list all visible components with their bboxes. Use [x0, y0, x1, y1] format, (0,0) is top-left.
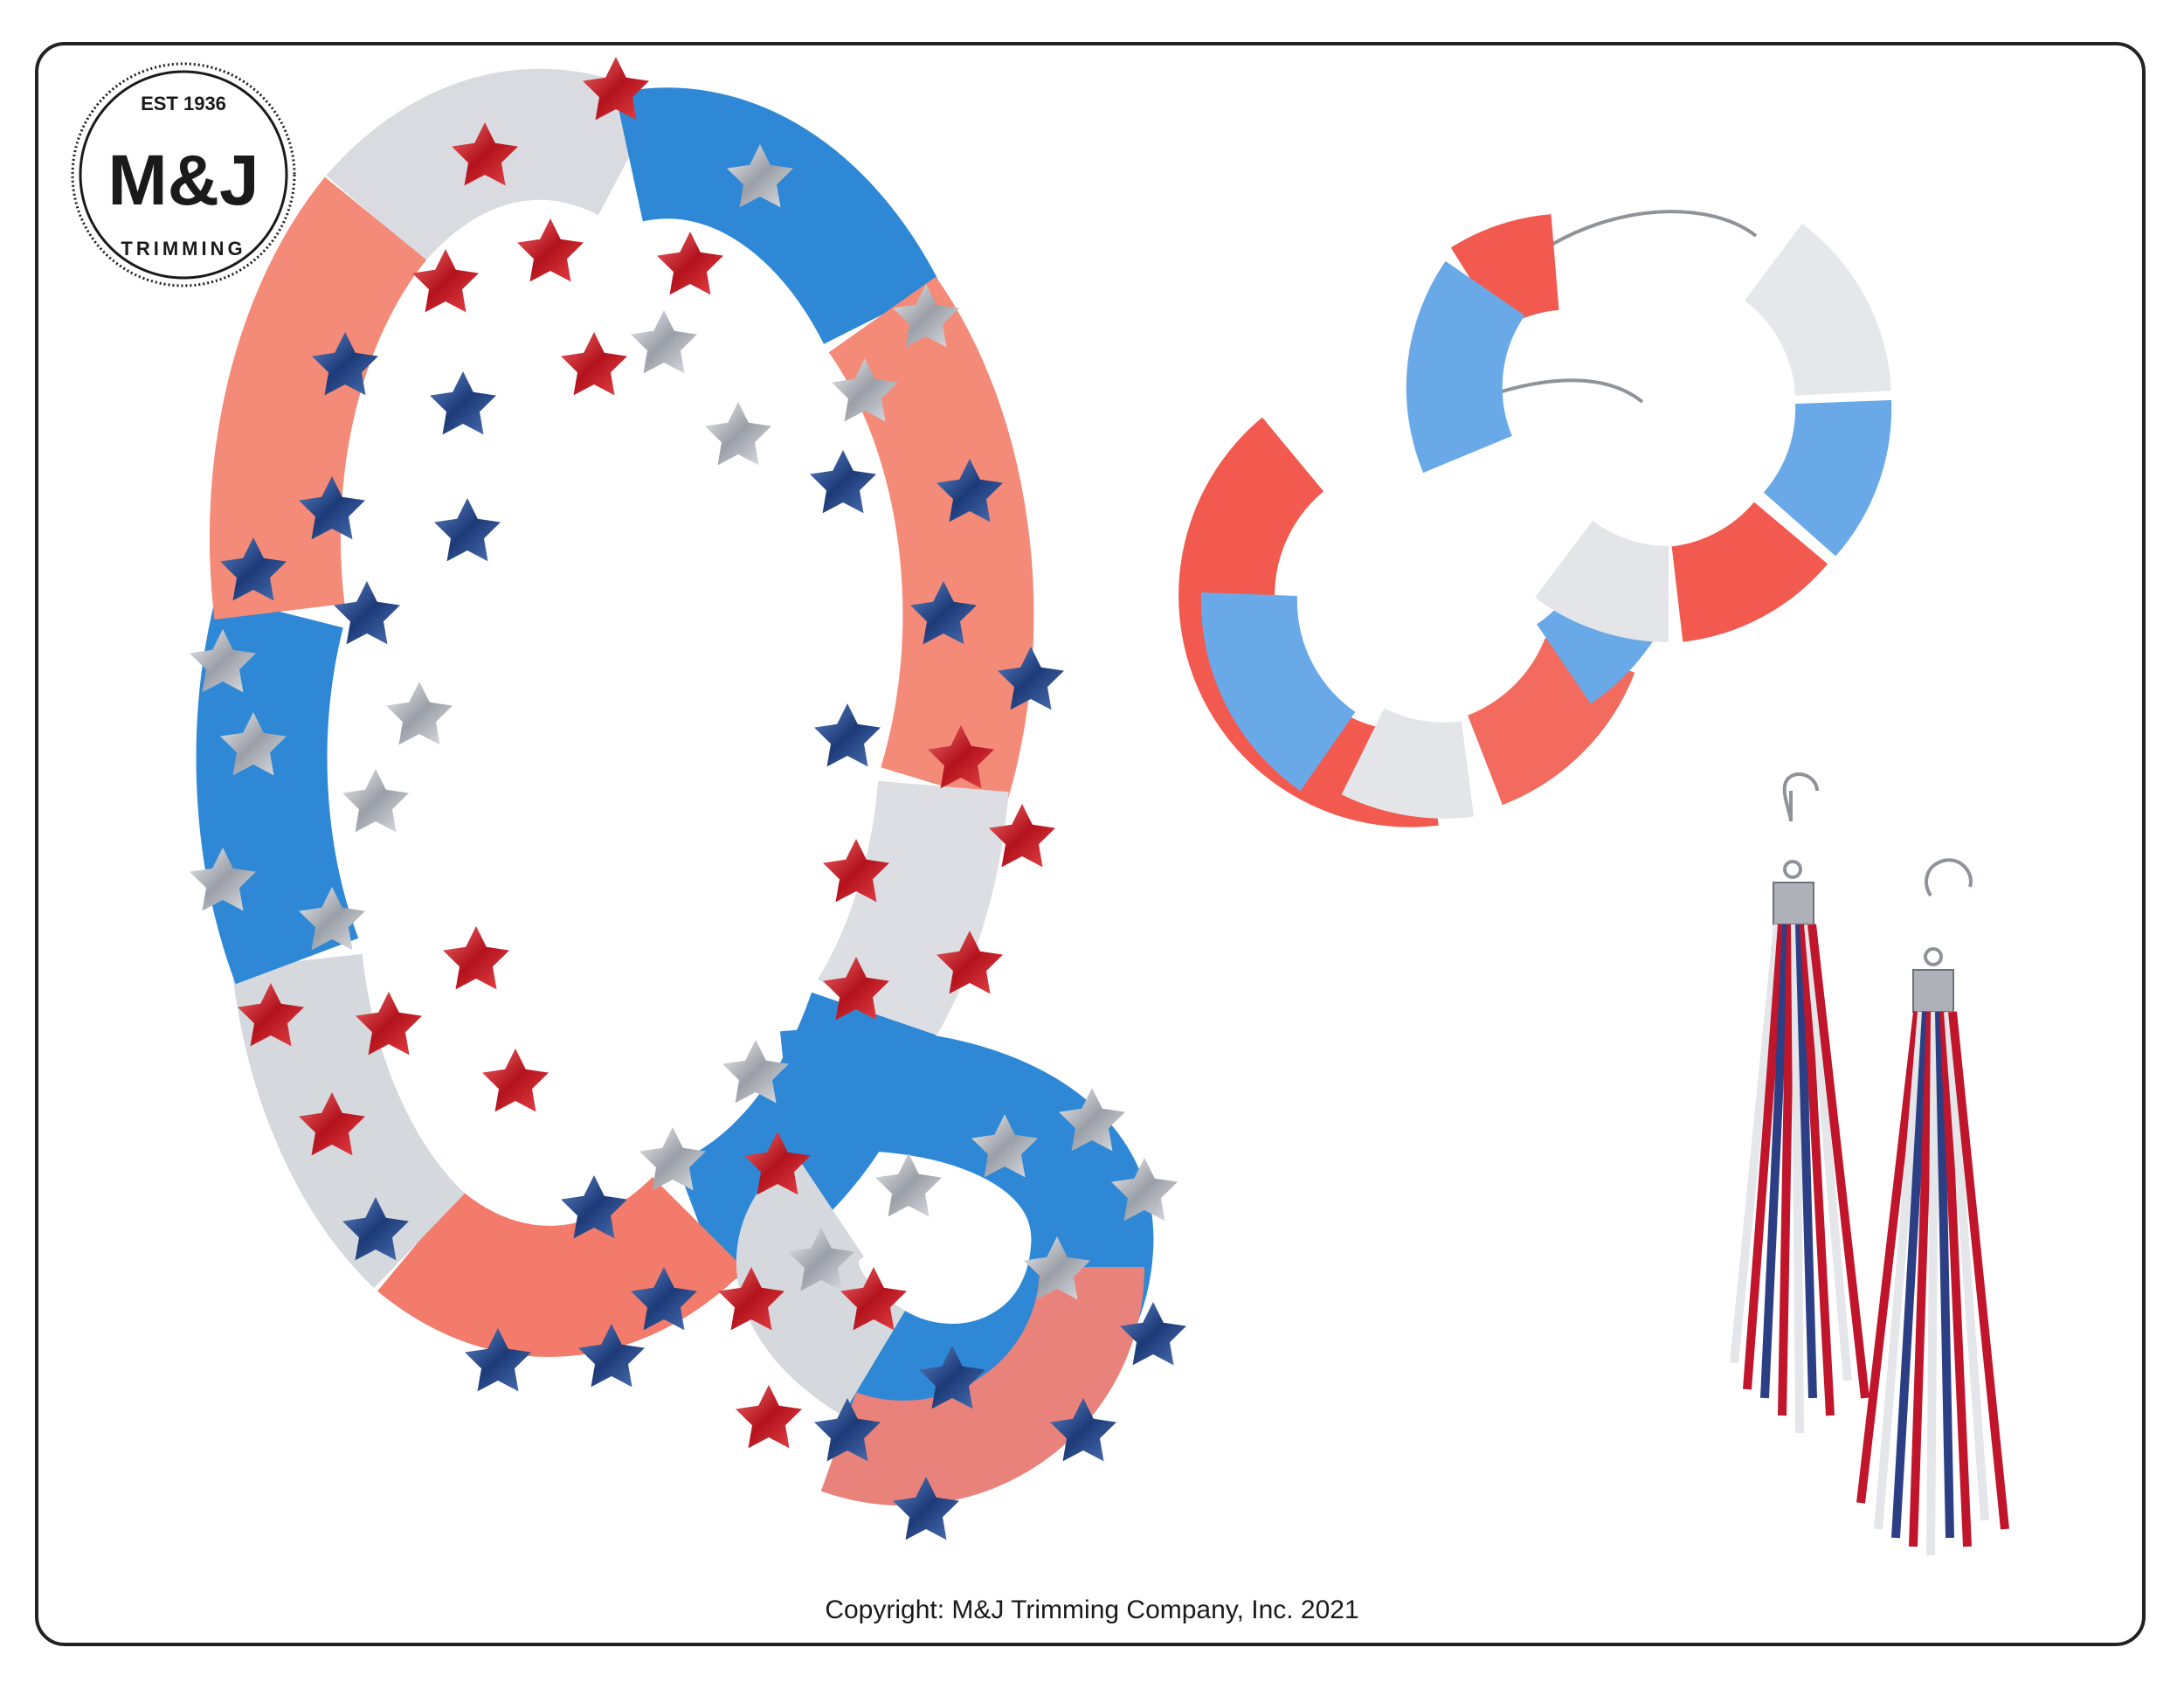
brand-logo: EST 1936 M&J TRIMMING: [71, 62, 296, 287]
q-tail-coral: [820, 1264, 1144, 1506]
hoop-wire-right: [1536, 210, 1758, 255]
hoop-left-blue: [1200, 592, 1357, 792]
star-silver: [386, 682, 453, 745]
hoop-right-red-2: [1670, 501, 1828, 642]
tinsel-hoop-earrings: [1178, 210, 1892, 827]
star-red: [561, 332, 627, 396]
star-red: [517, 218, 584, 282]
star-red: [443, 926, 509, 990]
tassel-left-ring: [1783, 860, 1802, 879]
q-segment-silver-left: [232, 953, 466, 1289]
tassel-left-cap: [1773, 882, 1814, 925]
star-navy: [430, 371, 496, 435]
q-tail-silver: [736, 1154, 907, 1416]
page-frame: [35, 42, 2146, 1646]
hoop-right-blue: [1762, 399, 1892, 557]
ribbon-tassel-earrings: [1730, 772, 2009, 1556]
hoop-left-silver: [1341, 708, 1475, 819]
logo-brand: M&J: [107, 141, 259, 220]
star-navy: [810, 450, 876, 514]
q-segment-silver-right: [817, 780, 1009, 1049]
logo-est: EST 1936: [141, 93, 226, 114]
hoop-right-silver: [1743, 223, 1891, 398]
star-navy: [334, 581, 400, 645]
q-segment-coral-right: [828, 276, 1034, 806]
star-silver: [631, 310, 697, 374]
tassel-right-ribbons: [1856, 1011, 2009, 1556]
logo-inner-ring: [79, 70, 288, 280]
star-silver: [875, 1153, 942, 1217]
tassel-right-cap: [1912, 969, 1954, 1013]
star-red: [657, 232, 723, 295]
copyright-text: Copyright: M&J Trimming Company, Inc. 20…: [825, 1596, 1359, 1624]
star-red: [482, 1049, 549, 1112]
q-segment-coral-left: [209, 177, 427, 620]
hoop-right-silver-2: [1535, 520, 1670, 642]
hoop-right-red: [1450, 214, 1560, 330]
tassel-right-ring: [1924, 947, 1943, 966]
q-segment-blue-left: [196, 595, 359, 985]
tassel-right-hook: [1925, 858, 1973, 897]
q-segment-coral-bottom: [377, 1176, 746, 1357]
logo-sub: TRIMMING: [121, 238, 245, 260]
q-segment-silver-top: [326, 68, 660, 262]
hoop-right-blue-2: [1406, 260, 1526, 474]
star-navy: [434, 498, 501, 562]
star-navy: [814, 703, 881, 767]
star-silver: [342, 769, 409, 833]
tassel-left-ribbons: [1730, 924, 1870, 1434]
tassel-left-hook: [1782, 772, 1819, 822]
star-red: [736, 1385, 802, 1449]
star-silver: [705, 402, 771, 466]
